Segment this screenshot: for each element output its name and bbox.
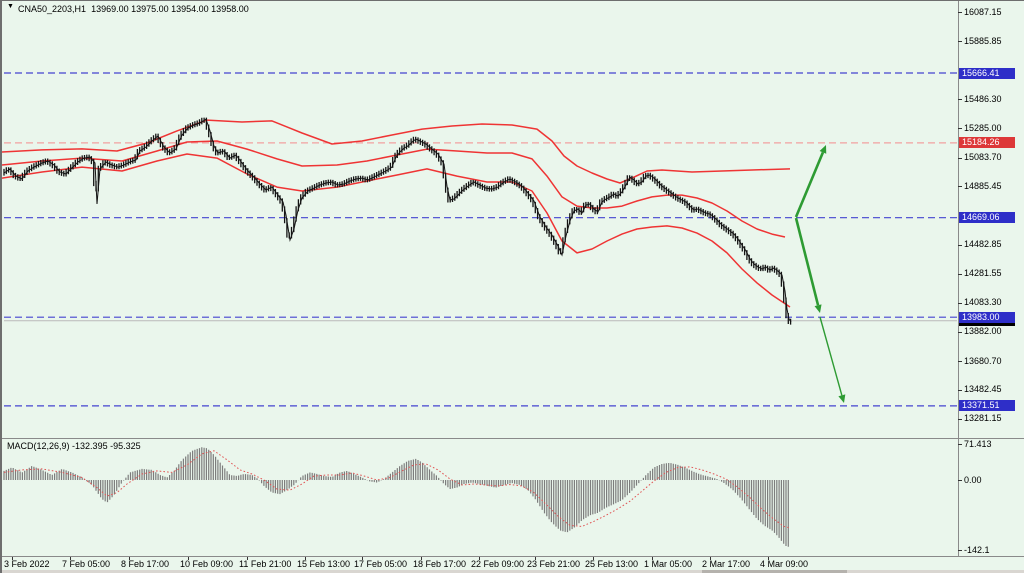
time-tick-mark [188, 557, 189, 560]
time-label-1-Mar-05-00: 1 Mar 05:00 [644, 559, 693, 569]
price-tick-13680.70: 13680.70 [964, 355, 1002, 366]
macd-name: MACD(12,26,9) [7, 441, 70, 451]
time-label-17-Feb-05-00: 17 Feb 05:00 [354, 559, 408, 569]
price-tick-14482.85: 14482.85 [964, 239, 1002, 250]
price-tick-15083.70: 15083.70 [964, 152, 1002, 163]
price-tick-mark [958, 302, 962, 304]
time-label-3-Feb-2022: 3 Feb 2022 [4, 559, 50, 569]
time-tick-mark [305, 557, 306, 560]
price-tick-14885.45: 14885.45 [964, 180, 1002, 191]
main-chart-pane[interactable] [2, 1, 958, 438]
time-label-4-Mar-09-00: 4 Mar 09:00 [760, 559, 809, 569]
time-label-18-Feb-17-00: 18 Feb 17:00 [413, 559, 467, 569]
price-tick-15885.85: 15885.85 [964, 35, 1002, 46]
price-tick-mark [958, 12, 962, 13]
price-tick-16087.15: 16087.15 [964, 6, 1002, 17]
time-label-8-Feb-17-00: 8 Feb 17:00 [121, 559, 170, 569]
time-tick-mark [652, 557, 653, 560]
time-tick-mark [479, 557, 480, 560]
price-tick-mark [958, 186, 962, 188]
time-tick-mark [247, 557, 248, 560]
time-tick-mark [362, 557, 363, 560]
time-tick-mark [768, 557, 769, 560]
time-tick-mark [710, 557, 711, 560]
time-label-25-Feb-13-00: 25 Feb 13:00 [585, 559, 639, 569]
macd-tick-mark [958, 480, 962, 481]
chart-collapse-triangle-icon[interactable]: ▼ [7, 3, 14, 10]
price-level-badge-14669.06: 14669.06 [959, 212, 1015, 224]
price-tick-mark [958, 244, 962, 246]
time-tick-mark [70, 557, 71, 560]
time-tick-mark [12, 557, 13, 560]
macd-indicator-label: MACD(12,26,9) -132.395 -95.325 [7, 441, 141, 451]
time-label-11-Feb-21-00: 11 Feb 21:00 [239, 559, 292, 569]
price-tick-13482.45: 13482.45 [964, 384, 1002, 395]
macd-current-values: -132.395 -95.325 [72, 441, 141, 451]
price-tick-mark [958, 273, 962, 275]
time-label-7-Feb-05-00: 7 Feb 05:00 [62, 559, 111, 569]
bottom-scrollbar-thumb[interactable] [702, 570, 847, 573]
time-label-15-Feb-13-00: 15 Feb 13:00 [297, 559, 351, 569]
time-label-22-Feb-09-00: 22 Feb 09:00 [471, 559, 525, 569]
price-tick-13281.15: 13281.15 [964, 413, 1002, 424]
price-tick-mark [958, 418, 962, 420]
price-tick-mark [958, 331, 962, 333]
pane-separator[interactable] [2, 438, 1024, 439]
macd-tick-mark [958, 550, 962, 551]
price-level-badge-15666.41: 15666.41 [959, 67, 1015, 79]
price-tick-14083.30: 14083.30 [964, 297, 1002, 308]
price-level-badge-13983.00: 13983.00 [959, 311, 1015, 323]
price-tick-15285.00: 15285.00 [964, 122, 1002, 133]
bottom-scrollbar-track [2, 570, 1024, 573]
price-tick-13882.00: 13882.00 [964, 326, 1002, 337]
time-label-10-Feb-09-00: 10 Feb 09:00 [180, 559, 234, 569]
macd-tick-mark [958, 444, 962, 445]
time-label-23-Feb-21-00: 23 Feb 21:00 [527, 559, 581, 569]
price-tick-mark [958, 389, 962, 391]
macd-axis-0.00: 0.00 [964, 474, 982, 485]
time-axis-separator [2, 556, 1024, 557]
price-tick-mark [958, 361, 962, 362]
chart-title: CNA50_2203,H1 13969.00 13975.00 13954.00… [18, 4, 249, 14]
time-tick-mark [535, 557, 536, 560]
time-label-2-Mar-17-00: 2 Mar 17:00 [702, 559, 751, 569]
time-tick-mark [129, 557, 130, 560]
price-tick-mark [958, 41, 962, 43]
macd-indicator-pane[interactable] [2, 438, 958, 556]
price-axis-separator [958, 1, 959, 556]
price-tick-mark [958, 157, 962, 159]
chart-symbol-timeframe: CNA50_2203,H1 [18, 4, 87, 14]
price-tick-15486.30: 15486.30 [964, 93, 1002, 104]
price-tick-mark [958, 99, 962, 101]
price-tick-14281.55: 14281.55 [964, 268, 1002, 279]
chart-ohlc-values: 13969.00 13975.00 13954.00 13958.00 [91, 4, 249, 14]
time-tick-mark [421, 557, 422, 560]
price-level-badge-15184.26: 15184.26 [959, 137, 1015, 149]
price-level-badge-13371.51: 13371.51 [959, 400, 1015, 412]
time-tick-mark [593, 557, 594, 560]
price-tick-mark [958, 128, 962, 130]
macd-axis-71.413: 71.413 [964, 438, 992, 449]
macd-axis--142.1: -142.1 [964, 544, 990, 555]
